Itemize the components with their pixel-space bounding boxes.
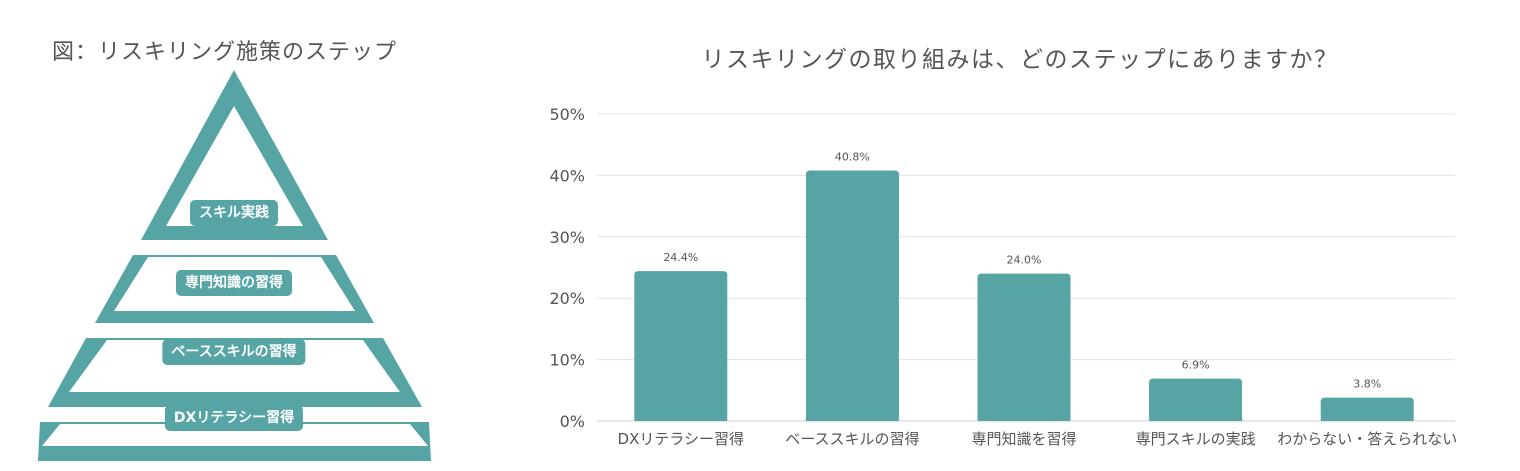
step-label-expert-knowledge: 専門知識の習得 (176, 270, 292, 296)
bar (805, 170, 899, 421)
y-tick-label: 0% (560, 412, 585, 431)
x-tick-label: 専門スキルの実践 (1136, 430, 1256, 448)
step-label-dx-literacy: DXリテラシー習得 (164, 405, 304, 431)
pyramid-inner-top (166, 106, 303, 226)
bar-value-label: 3.8% (1353, 378, 1381, 391)
x-tick-label: わからない・答えられない (1277, 430, 1457, 448)
bar-value-label: 24.4% (663, 251, 698, 264)
x-tick-label: DXリテラシー習得 (618, 430, 745, 448)
pyramid-inner-base (42, 424, 428, 446)
chart-title: リスキリングの取り組みは、どのステップにありますか？ (701, 47, 1339, 73)
bar-value-label: 24.0% (1007, 254, 1042, 267)
bar (977, 273, 1071, 421)
pyramid-panel: 図：リスキリング施策のステップ スキル実践 専門知識の習得 ベーススキルの習得 … (0, 0, 470, 471)
pyramid-inner-3 (69, 340, 400, 392)
bar-value-label: 40.8% (835, 150, 870, 163)
bar (634, 271, 728, 421)
bar-value-label: 6.9% (1182, 359, 1210, 372)
y-tick-label: 30% (549, 228, 585, 247)
y-tick-label: 50% (549, 105, 585, 124)
pyramid-title: 図：リスキリング施策のステップ (52, 40, 398, 65)
step-label-skill-practice: スキル実践 (190, 200, 278, 226)
x-tick-label: 専門知識を習得 (971, 430, 1076, 448)
y-tick-label: 40% (549, 166, 585, 185)
y-tick-label: 20% (549, 289, 585, 308)
step-label-base-skill: ベーススキルの習得 (162, 339, 306, 365)
x-tick-label: ベーススキルの習得 (785, 430, 919, 448)
bar (1320, 397, 1414, 421)
bar (1149, 378, 1243, 421)
y-tick-label: 10% (549, 351, 585, 370)
